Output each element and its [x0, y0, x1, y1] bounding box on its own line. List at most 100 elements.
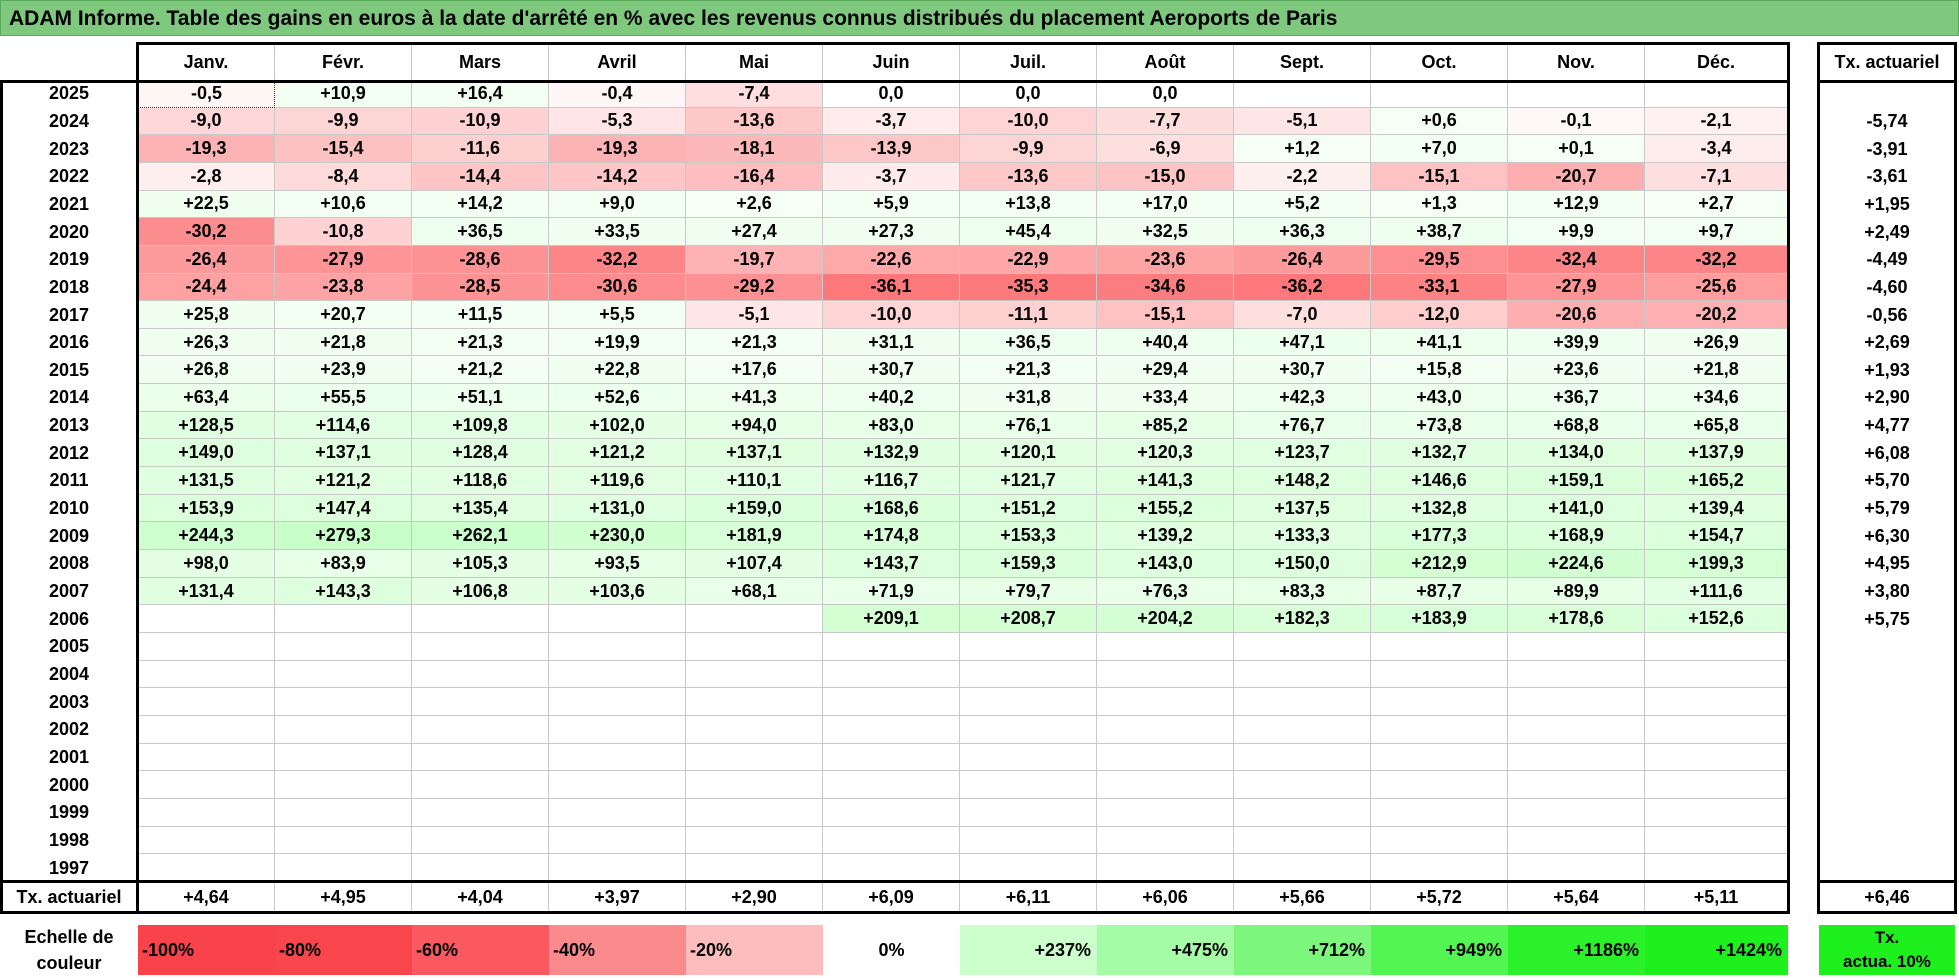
scale-swatch: -60%	[412, 925, 549, 975]
rate-cell: +3,80	[1864, 581, 1910, 601]
table-cell: -27,9	[275, 245, 412, 274]
table-cell	[1371, 854, 1508, 882]
table-cell: +20,7	[275, 301, 412, 329]
year-label: 2015	[48, 359, 90, 380]
table-cell: -30,2	[138, 218, 275, 246]
scale-swatch: -40%	[549, 925, 686, 975]
table-cell: +21,3	[412, 328, 549, 357]
table-cell: +27,3	[823, 218, 960, 246]
table-cell: -19,7	[686, 245, 823, 274]
table-cell: +109,8	[412, 411, 549, 440]
table-cell: +111,6	[1645, 577, 1788, 606]
month-header: Mars	[412, 44, 549, 80]
year-label: 2006	[48, 608, 90, 629]
table-cell: +29,4	[1097, 356, 1234, 385]
table-cell: -28,5	[412, 273, 549, 302]
table-cell	[549, 743, 686, 772]
rate-cell: +2,90	[1864, 387, 1910, 408]
rate-cell	[1819, 744, 1955, 772]
rate-cell: +5,75	[1864, 608, 1910, 629]
rate-cell	[1819, 688, 1955, 716]
table-cell	[1234, 743, 1371, 772]
scale-label: Echelle de couleur	[0, 925, 138, 975]
rate-cell	[1819, 827, 1955, 855]
table-cell	[1508, 633, 1645, 661]
table-cell	[412, 798, 549, 827]
table-cell	[1645, 715, 1788, 744]
table-cell: +30,7	[1234, 356, 1371, 385]
table-cell	[823, 826, 960, 855]
table-cell	[549, 771, 686, 799]
table-cell: -32,2	[1645, 245, 1788, 274]
table-cell: -29,5	[1371, 245, 1508, 274]
table-cell: +40,4	[1097, 328, 1234, 357]
rate-cell: +5,79	[1864, 498, 1910, 519]
table-cell: +141,0	[1508, 494, 1645, 523]
table-cell: -25,6	[1645, 273, 1788, 302]
table-cell	[275, 715, 412, 744]
table-cell: +10,9	[275, 80, 412, 108]
rate-cell: +2,49	[1864, 221, 1910, 242]
table-cell: -7,7	[1097, 107, 1234, 136]
table-cell	[138, 798, 275, 827]
rate-cell: -3,91	[1866, 138, 1908, 159]
table-cell: +182,3	[1234, 605, 1371, 633]
table-cell: +208,7	[960, 605, 1097, 633]
table-cell: -12,0	[1371, 301, 1508, 329]
table-cell: +0,1	[1508, 135, 1645, 163]
table-cell: +209,1	[823, 605, 960, 633]
table-cell	[823, 854, 960, 882]
year-label: 2010	[48, 498, 90, 519]
table-cell: -10,8	[275, 218, 412, 246]
table-cell: +168,6	[823, 494, 960, 523]
table-cell	[275, 771, 412, 799]
table-cell: 0,0	[823, 80, 960, 108]
scale-swatch: +1424%	[1645, 925, 1788, 975]
table-cell: -35,3	[960, 273, 1097, 302]
table-cell	[549, 633, 686, 661]
table-cell	[1371, 715, 1508, 744]
table-cell: +128,5	[138, 411, 275, 440]
table-cell	[1097, 798, 1234, 827]
footer-cell: +4,64	[138, 882, 275, 912]
table-cell	[1234, 80, 1371, 108]
rate-cell	[1819, 633, 1955, 661]
table-cell	[1645, 633, 1788, 661]
table-cell: +2,7	[1645, 190, 1788, 219]
table-cell: +79,7	[960, 577, 1097, 606]
year-label: 2014	[48, 387, 90, 408]
table-cell	[549, 660, 686, 689]
table-cell: +30,7	[823, 356, 960, 385]
table-cell: +12,9	[1508, 190, 1645, 219]
table-cell: -15,4	[275, 135, 412, 163]
table-cell: -27,9	[1508, 273, 1645, 302]
table-cell: +1,2	[1234, 135, 1371, 163]
year-label: 2011	[49, 470, 89, 491]
table-cell: -15,1	[1371, 162, 1508, 191]
footer-cell: +6,06	[1097, 882, 1234, 912]
year-label: 1999	[48, 802, 90, 823]
footer-cell: +5,11	[1645, 882, 1788, 912]
table-cell: +23,6	[1508, 356, 1645, 385]
table-cell: +102,0	[549, 411, 686, 440]
table-cell	[1097, 633, 1234, 661]
table-cell: -20,7	[1508, 162, 1645, 191]
table-cell: +131,0	[549, 494, 686, 523]
table-cell: +94,0	[686, 411, 823, 440]
table-cell	[960, 633, 1097, 661]
scale-swatch: +237%	[960, 925, 1097, 975]
table-cell	[412, 826, 549, 855]
table-cell	[138, 771, 275, 799]
table-cell: +177,3	[1371, 522, 1508, 551]
table-cell: +159,1	[1508, 467, 1645, 495]
table-cell	[1234, 798, 1371, 827]
table-cell: +36,5	[412, 218, 549, 246]
table-cell	[1097, 715, 1234, 744]
table-cell: -36,1	[823, 273, 960, 302]
table-cell: -9,0	[138, 107, 275, 136]
table-cell: -2,1	[1645, 107, 1788, 136]
table-cell: -10,0	[823, 301, 960, 329]
table-cell: +83,0	[823, 411, 960, 440]
table-cell: +11,5	[412, 301, 549, 329]
table-cell: +137,5	[1234, 494, 1371, 523]
